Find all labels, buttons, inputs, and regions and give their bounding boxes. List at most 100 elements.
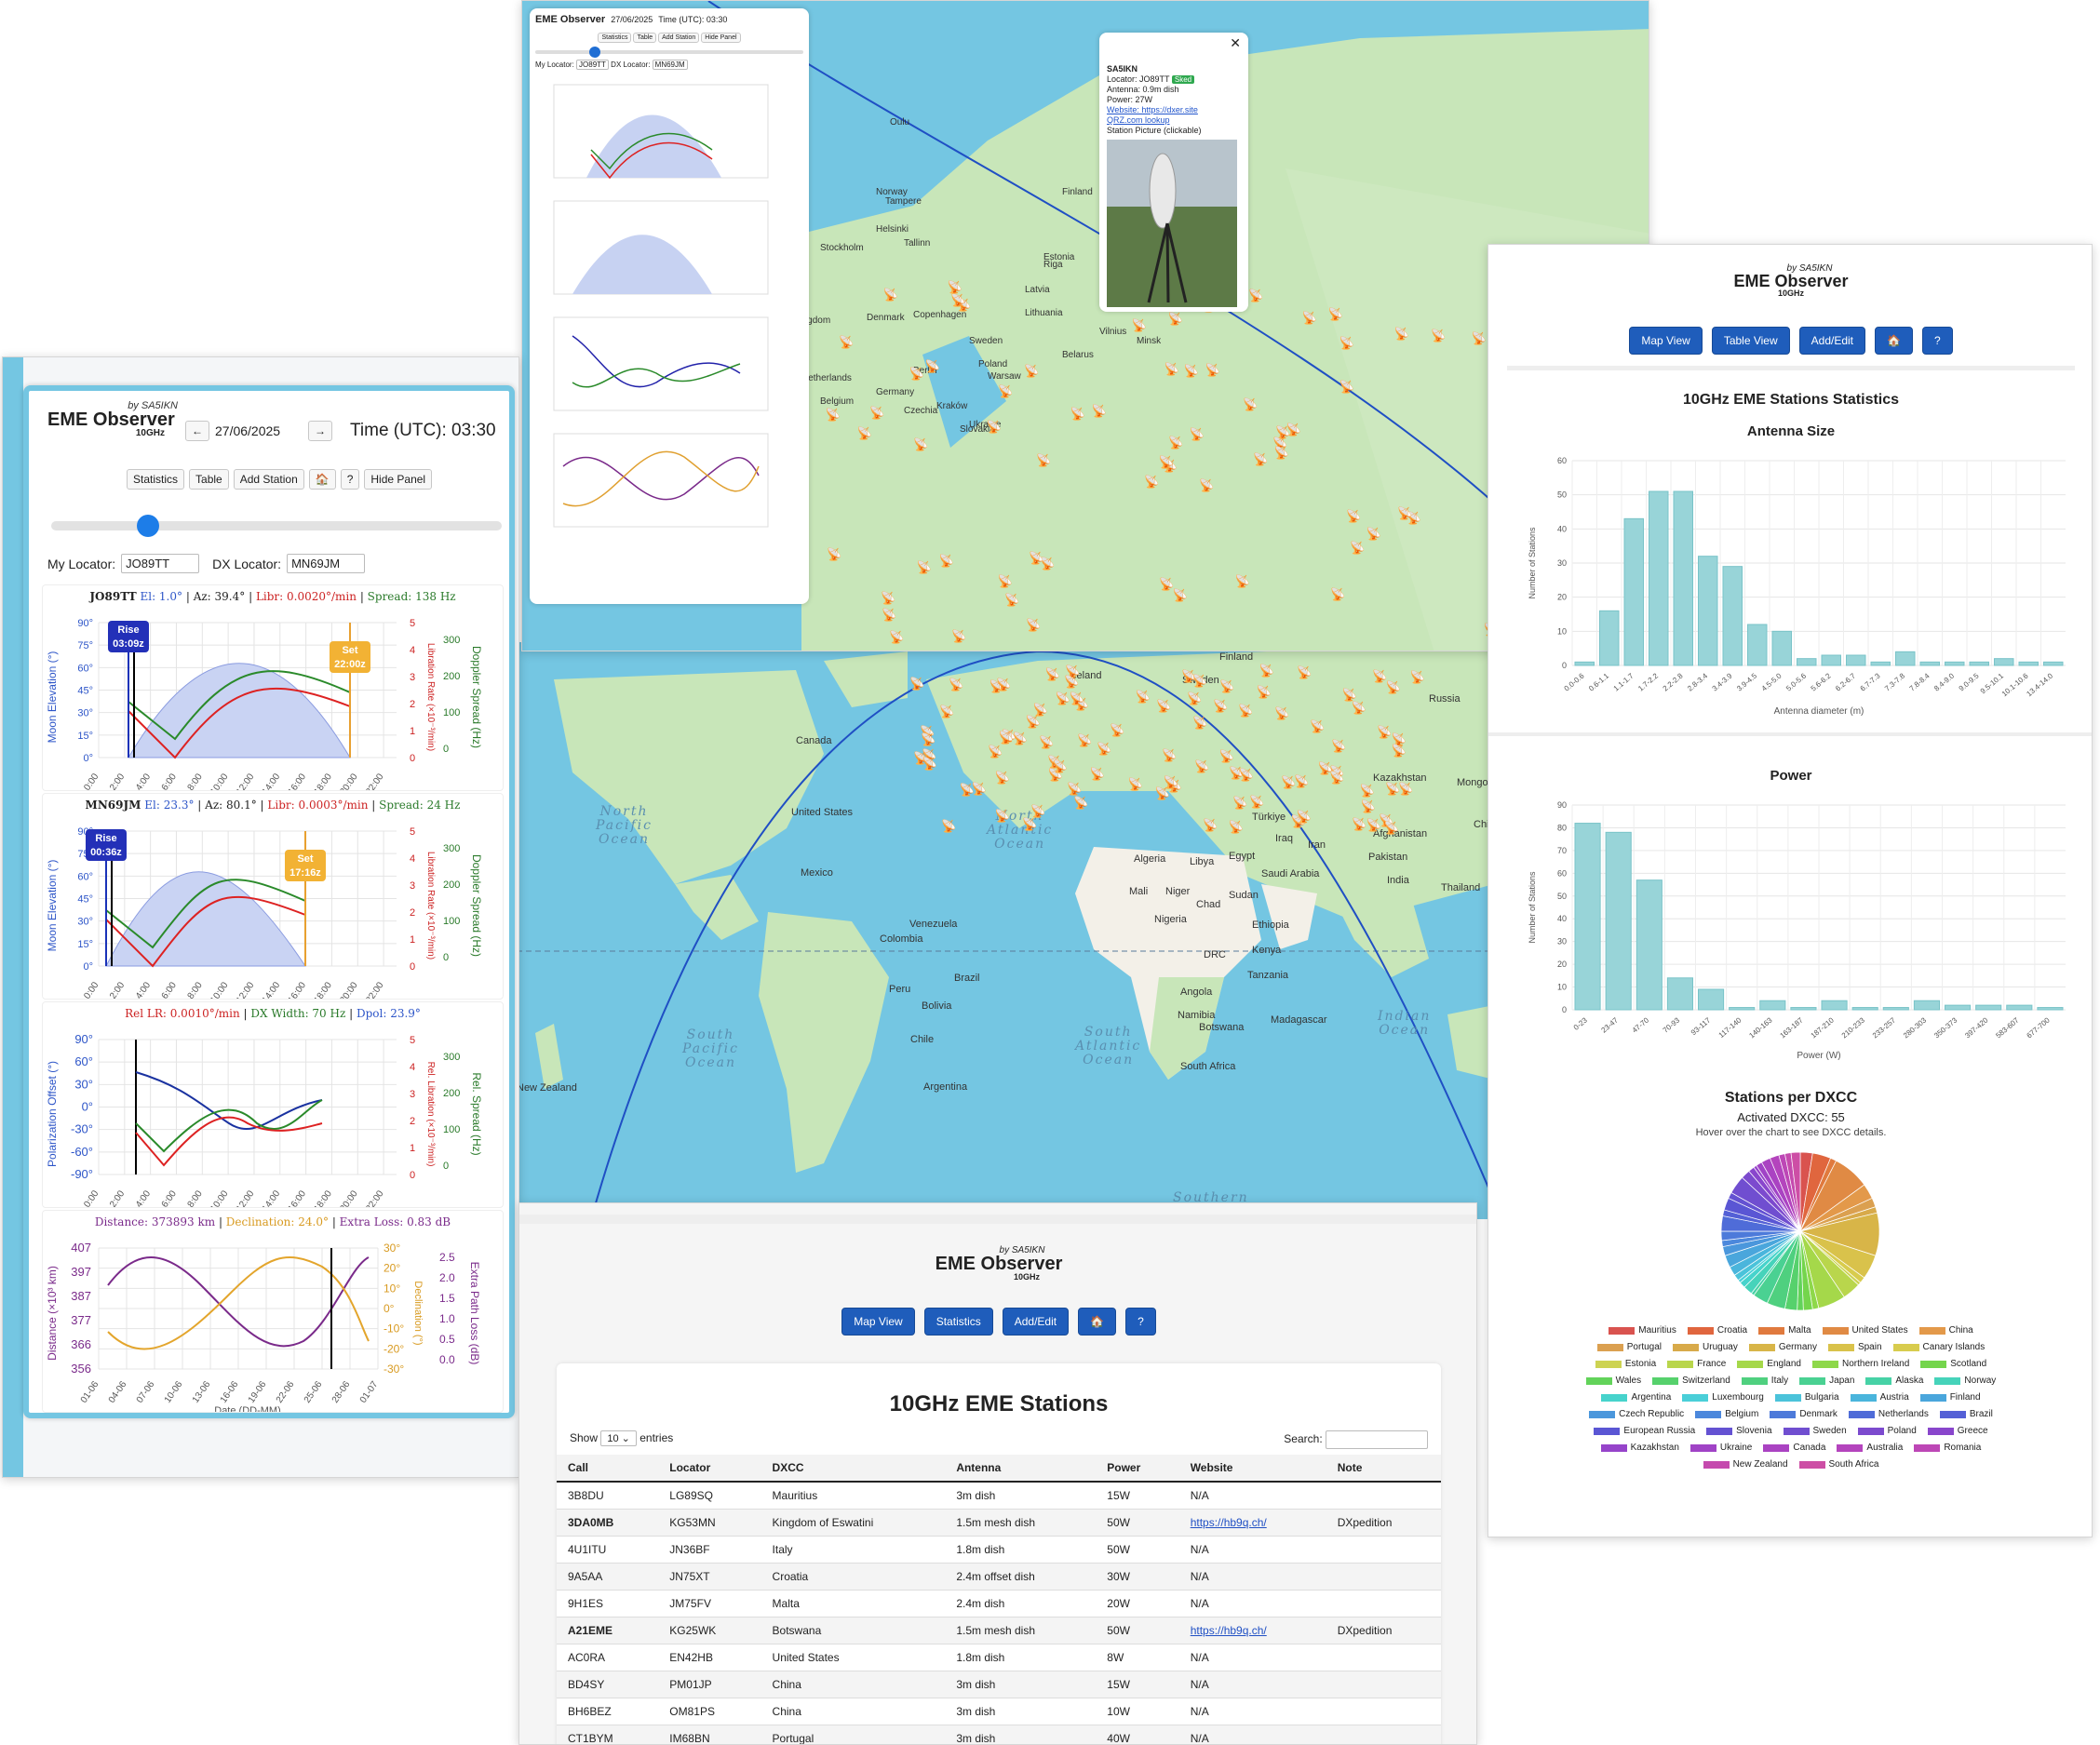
table-row[interactable]: AC0RA EN42HB United States 1.8m dish 8W N/A: [557, 1644, 1441, 1671]
legend-item[interactable]: Ukraine: [1689, 1442, 1752, 1455]
table-row[interactable]: BD4SY PM01JP China 3m dish 15W N/A: [557, 1671, 1441, 1698]
station-marker-icon[interactable]: 📡: [941, 819, 957, 834]
station-marker-icon[interactable]: 📡: [1029, 551, 1044, 566]
legend-item[interactable]: Switzerland: [1652, 1375, 1730, 1388]
table-row[interactable]: A21EME KG25WK Botswana 1.5m mesh dish 50W htt…: [557, 1617, 1441, 1644]
statistics-button[interactable]: Statistics: [127, 469, 185, 490]
station-marker-icon[interactable]: 📡: [1393, 327, 1409, 342]
station-marker-icon[interactable]: 📡: [1040, 556, 1056, 570]
station-marker-icon[interactable]: 📡: [1232, 795, 1248, 810]
station-marker-icon[interactable]: 📡: [1350, 541, 1366, 556]
qrz-link[interactable]: QRZ.com lookup: [1107, 115, 1170, 125]
station-marker-icon[interactable]: 📡: [951, 628, 967, 643]
station-marker-icon[interactable]: 📡: [995, 677, 1012, 691]
station-marker-icon[interactable]: 📡: [1004, 592, 1020, 607]
station-marker-icon[interactable]: 📡: [1359, 783, 1375, 798]
station-marker-icon[interactable]: 📡: [1110, 723, 1125, 738]
legend-item[interactable]: Norway: [1934, 1375, 1996, 1388]
station-marker-icon[interactable]: 📡: [881, 590, 896, 605]
station-marker-icon[interactable]: 📡: [998, 384, 1014, 399]
station-marker-icon[interactable]: 📡: [827, 547, 842, 562]
mini-dx-locator[interactable]: MN69JM: [652, 60, 688, 70]
station-marker-icon[interactable]: 📡: [1294, 774, 1310, 789]
legend-item[interactable]: Austria: [1850, 1391, 1909, 1404]
station-marker-icon[interactable]: 📡: [1065, 664, 1081, 679]
legend-item[interactable]: Japan: [1799, 1375, 1854, 1388]
station-marker-icon[interactable]: 📡: [1256, 684, 1272, 699]
station-marker-icon[interactable]: 📡: [1067, 782, 1083, 797]
station-marker-icon[interactable]: 📡: [1076, 733, 1093, 748]
table-nav-button-3[interactable]: 🏠: [1078, 1308, 1117, 1336]
station-marker-icon[interactable]: 📡: [1089, 767, 1105, 782]
station-marker-icon[interactable]: 📡: [1036, 452, 1052, 467]
legend-item[interactable]: Denmark: [1770, 1408, 1838, 1421]
station-marker-icon[interactable]: 📡: [921, 732, 936, 747]
station-marker-icon[interactable]: 📡: [1212, 699, 1229, 714]
add-station-button[interactable]: Add Station: [233, 469, 304, 490]
station-marker-icon[interactable]: 📡: [1329, 770, 1345, 785]
station-marker-icon[interactable]: 📡: [1073, 697, 1089, 712]
column-header[interactable]: DXCC: [761, 1455, 946, 1483]
station-marker-icon[interactable]: 📡: [1243, 396, 1259, 411]
time-slider[interactable]: [51, 515, 502, 537]
mini-add-button[interactable]: Add Station: [658, 33, 700, 43]
station-marker-icon[interactable]: 📡: [1397, 506, 1413, 521]
station-marker-icon[interactable]: 📡: [1229, 765, 1245, 780]
table-row[interactable]: 3DA0MB KG53MN Kingdom of Eswatini 1.5m mesh…: [557, 1509, 1441, 1537]
station-marker-icon[interactable]: 📡: [938, 553, 954, 568]
station-marker-icon[interactable]: 📡: [856, 425, 872, 440]
station-marker-icon[interactable]: 📡: [1073, 796, 1089, 811]
station-marker-icon[interactable]: 📡: [924, 359, 941, 374]
search-input[interactable]: [1326, 1430, 1428, 1449]
station-marker-icon[interactable]: 📡: [1047, 767, 1063, 782]
legend-item[interactable]: Mauritius: [1609, 1324, 1676, 1337]
legend-item[interactable]: Slovenia: [1706, 1425, 1772, 1438]
next-day-button[interactable]: →: [308, 421, 332, 441]
station-marker-icon[interactable]: 📡: [949, 293, 966, 308]
my-locator-input[interactable]: JO89TT: [121, 554, 200, 573]
station-marker-icon[interactable]: 📡: [1431, 328, 1447, 342]
station-marker-icon[interactable]: 📡: [1070, 406, 1085, 421]
station-marker-icon[interactable]: 📡: [1022, 816, 1038, 831]
legend-item[interactable]: Sweden: [1783, 1425, 1847, 1438]
station-marker-icon[interactable]: 📡: [1069, 691, 1084, 705]
station-marker-icon[interactable]: 📡: [1191, 674, 1207, 689]
station-marker-icon[interactable]: 📡: [1025, 714, 1041, 729]
station-marker-icon[interactable]: 📡: [1259, 664, 1274, 678]
station-marker-icon[interactable]: 📡: [882, 287, 899, 302]
hide-panel-button[interactable]: Hide Panel: [364, 469, 433, 490]
station-marker-icon[interactable]: 📡: [1032, 702, 1048, 717]
table-nav-button-0[interactable]: Map View: [841, 1308, 915, 1336]
station-marker-icon[interactable]: 📡: [1272, 436, 1288, 450]
station-marker-icon[interactable]: 📡: [989, 678, 1004, 693]
station-marker-icon[interactable]: 📡: [1238, 768, 1254, 783]
station-marker-icon[interactable]: 📡: [1346, 508, 1362, 523]
station-marker-icon[interactable]: 📡: [1166, 778, 1182, 793]
legend-item[interactable]: Alaska: [1865, 1375, 1923, 1388]
mini-stats-button[interactable]: Statistics: [598, 33, 632, 43]
station-marker-icon[interactable]: 📡: [1164, 362, 1180, 377]
station-marker-icon[interactable]: 📡: [1091, 404, 1108, 419]
legend-item[interactable]: Northern Ireland: [1812, 1358, 1909, 1371]
station-marker-icon[interactable]: 📡: [1379, 813, 1394, 828]
station-marker-icon[interactable]: 📡: [1024, 363, 1040, 378]
world-map[interactable]: North Pacific Ocean North Atlantic Ocean…: [517, 642, 1501, 1219]
station-marker-icon[interactable]: 📡: [1162, 459, 1178, 474]
station-marker-icon[interactable]: 📡: [1158, 455, 1174, 470]
station-marker-icon[interactable]: 📡: [986, 419, 1002, 434]
legend-item[interactable]: Poland: [1857, 1425, 1917, 1438]
station-marker-icon[interactable]: 📡: [920, 724, 936, 739]
station-marker-icon[interactable]: 📡: [1339, 336, 1354, 351]
station-marker-icon[interactable]: 📡: [1131, 318, 1147, 333]
station-marker-icon[interactable]: 📡: [1248, 289, 1264, 303]
station-marker-icon[interactable]: 📡: [1366, 527, 1382, 542]
station-marker-icon[interactable]: 📡: [1047, 755, 1063, 770]
station-marker-icon[interactable]: 📡: [1168, 435, 1184, 450]
legend-item[interactable]: Italy: [1741, 1375, 1788, 1388]
station-marker-icon[interactable]: 📡: [869, 406, 885, 421]
station-marker-icon[interactable]: 📡: [1409, 670, 1426, 685]
legend-item[interactable]: Croatia: [1687, 1324, 1747, 1337]
station-marker-icon[interactable]: 📡: [1471, 331, 1488, 346]
table-nav-button-1[interactable]: Statistics: [923, 1308, 993, 1336]
station-marker-icon[interactable]: 📡: [1366, 817, 1381, 832]
